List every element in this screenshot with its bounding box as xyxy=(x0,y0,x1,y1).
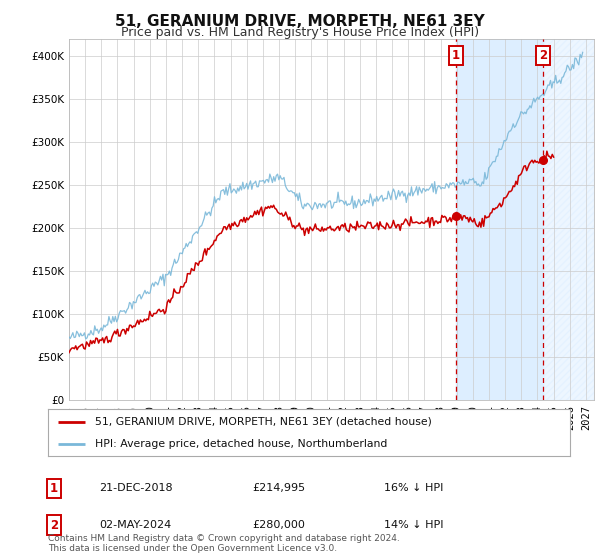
Text: 51, GERANIUM DRIVE, MORPETH, NE61 3EY (detached house): 51, GERANIUM DRIVE, MORPETH, NE61 3EY (d… xyxy=(95,417,432,427)
Bar xyxy=(456,39,543,400)
Bar xyxy=(543,39,594,400)
Text: £280,000: £280,000 xyxy=(252,520,305,530)
Text: 14% ↓ HPI: 14% ↓ HPI xyxy=(384,520,443,530)
Text: 1: 1 xyxy=(50,482,58,495)
Text: 21-DEC-2018: 21-DEC-2018 xyxy=(99,483,173,493)
Text: 2: 2 xyxy=(539,49,547,62)
Text: Contains HM Land Registry data © Crown copyright and database right 2024.
This d: Contains HM Land Registry data © Crown c… xyxy=(48,534,400,553)
Text: 16% ↓ HPI: 16% ↓ HPI xyxy=(384,483,443,493)
Text: £214,995: £214,995 xyxy=(252,483,305,493)
Text: HPI: Average price, detached house, Northumberland: HPI: Average price, detached house, Nort… xyxy=(95,438,388,449)
Text: Price paid vs. HM Land Registry's House Price Index (HPI): Price paid vs. HM Land Registry's House … xyxy=(121,26,479,39)
Text: 1: 1 xyxy=(452,49,460,62)
Text: 2: 2 xyxy=(50,519,58,532)
Text: 51, GERANIUM DRIVE, MORPETH, NE61 3EY: 51, GERANIUM DRIVE, MORPETH, NE61 3EY xyxy=(115,14,485,29)
Text: 02-MAY-2024: 02-MAY-2024 xyxy=(99,520,171,530)
